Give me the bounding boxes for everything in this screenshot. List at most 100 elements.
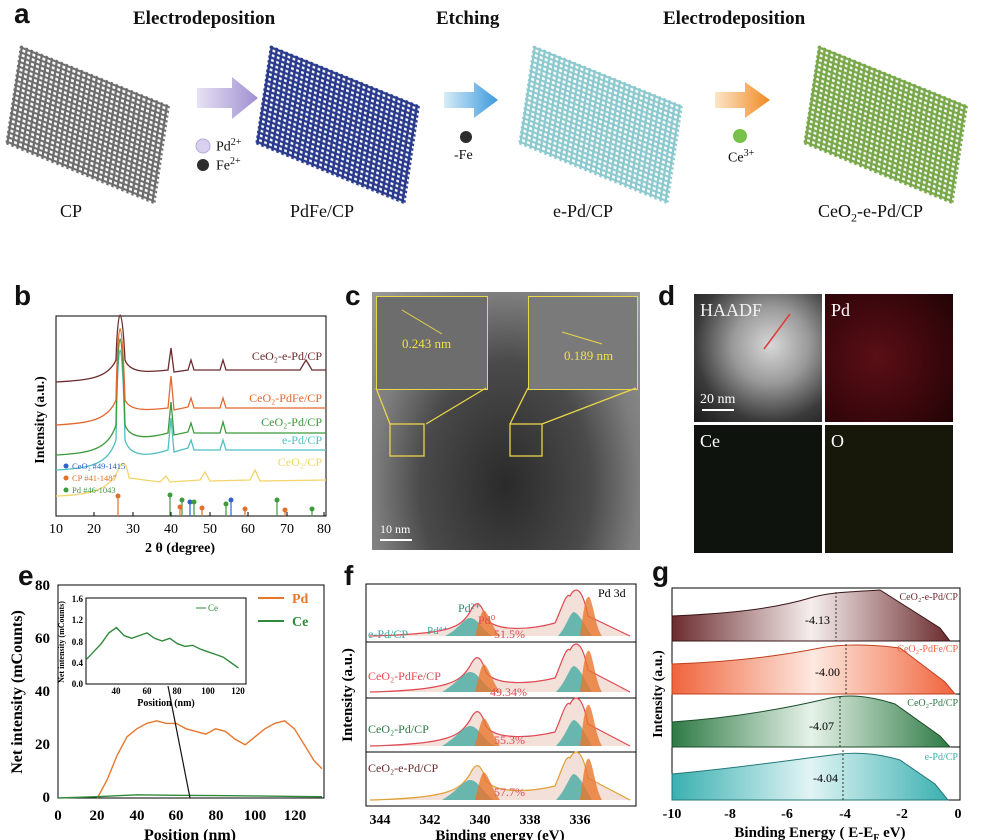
panel-a-graphics <box>5 45 968 205</box>
e-ytick: 0 <box>43 790 51 806</box>
caption-pdfe: PdFe/CP <box>290 201 355 221</box>
xrd-curve-epd <box>55 349 326 471</box>
e-ytick: 80 <box>35 578 50 594</box>
vb-ylabel: Intensity (a.u.) <box>651 650 666 738</box>
ceo2-mesh <box>803 45 968 205</box>
e-inset-legend: Ce <box>208 603 218 613</box>
fe-ion-dot <box>197 159 209 171</box>
xrd-xtick: 60 <box>241 522 255 537</box>
vb-value-4: -4.04 <box>813 771 838 785</box>
vb-label-1: CeO₂-e-Pd/CP <box>900 592 959 603</box>
xrd-chart: 10 20 30 40 50 60 70 80 2 θ (degree) Int… <box>33 314 331 556</box>
arrow-1 <box>197 77 258 119</box>
xps-row-label-3: CeO₂-Pd/CP <box>368 722 429 736</box>
xps-row-pct-2: 49.34% <box>490 685 527 699</box>
e-inset-xtick: 80 <box>173 686 183 696</box>
vb-row-2 <box>671 644 957 695</box>
xps-xtick: 338 <box>520 813 541 828</box>
e-inset-ylabel: Net intensity (mCounts) <box>57 601 66 683</box>
e-inset-xtick: 40 <box>112 686 122 696</box>
xps-row-label-4: CeO₂-e-Pd/CP <box>368 761 439 775</box>
panel-g-letter: g <box>652 556 670 587</box>
cp-mesh <box>5 45 170 205</box>
xrd-xtick: 40 <box>164 522 178 537</box>
e-inset-ytick: 0.4 <box>72 658 84 668</box>
pd-ion-dot <box>195 138 211 154</box>
xps-ylabel: Intensity (a.u.) <box>340 648 356 742</box>
e-inset-xtick: 120 <box>231 686 245 696</box>
e-inset-ytick: 0.8 <box>72 637 84 647</box>
e-ytick: 40 <box>35 684 50 700</box>
xps-row-pct-4: 57.7% <box>494 785 525 799</box>
e-legend-pd: Pd <box>292 592 309 607</box>
panel-c-letter: c <box>345 280 361 311</box>
xrd-curve-ceo2-cp <box>55 462 327 497</box>
xrd-xtick: 80 <box>317 522 331 537</box>
vb-value-2: -4.00 <box>815 665 840 679</box>
tem-scale-label: 10 nm <box>380 522 411 536</box>
eds-haadf: HAADF 20 nm <box>694 294 822 422</box>
xps-xlabel: Binding energy (eV) <box>435 828 564 840</box>
xrd-curve-ceo2-epd <box>55 314 326 383</box>
series-line-ce <box>85 626 239 669</box>
xps-pd2-label: Pd²⁺ <box>458 601 481 615</box>
ref-ceo2: CeO₂ #49-1415 <box>72 461 125 471</box>
panel-e-letter: e <box>18 560 34 591</box>
e-inset-ytick: 0.0 <box>72 679 84 689</box>
xrd-curve-ceo2-pdfe <box>55 328 326 426</box>
caption-ceo2: CeO2-e-Pd/CP <box>818 201 924 225</box>
e-xtick: 100 <box>244 808 267 824</box>
xrd-xtick: 20 <box>87 522 101 537</box>
panel-b-letter: b <box>14 280 32 311</box>
pdfe-mesh <box>255 45 420 205</box>
xrd-xtick: 70 <box>280 522 294 537</box>
e-ylabel: Net intensity (mCounts) <box>9 610 26 774</box>
xps-pd4-label: Pd⁴⁺ <box>427 625 448 637</box>
epd-mesh <box>518 45 683 205</box>
e-xtick: 80 <box>209 808 224 824</box>
xrd-xlabel: 2 θ (degree) <box>145 541 215 556</box>
e-xtick: 40 <box>130 808 145 824</box>
xrd-label-ceo2-pdfe: CeO₂-PdFe/CP <box>249 391 322 405</box>
vb-xtick: -6 <box>781 807 793 822</box>
eds-label-haadf: HAADF <box>700 300 763 320</box>
e-ytick: 20 <box>35 737 50 753</box>
eds-scale-label: 20 nm <box>700 392 736 407</box>
arrow-2 <box>444 82 498 118</box>
xps-title: Pd 3d <box>598 586 626 600</box>
eds-ce-map: Ce <box>694 425 822 553</box>
xrd-xtick: 30 <box>126 522 140 537</box>
eds-label-pd: Pd <box>831 300 851 320</box>
vb-value-3: -4.07 <box>809 719 834 733</box>
fe-removed-dot <box>460 131 472 143</box>
pd-ion-label: Pd2+ <box>216 137 242 155</box>
vb-value-1: -4.13 <box>805 613 830 627</box>
xps-xtick: 344 <box>370 813 391 828</box>
arrow-3 <box>715 82 770 118</box>
xrd-xtick: 50 <box>203 522 217 537</box>
e-xtick: 60 <box>169 808 184 824</box>
e-inset-xtick: 60 <box>143 686 153 696</box>
e-xtick: 20 <box>90 808 105 824</box>
eds-pd-map: Pd <box>825 294 953 422</box>
xps-xtick: 340 <box>470 813 491 828</box>
series-line-ce <box>57 794 323 799</box>
linescan-chart: 0 20 40 60 80 0 20 40 60 80 100 120 Posi… <box>9 578 325 840</box>
eds-o-map: O <box>825 425 953 553</box>
fe-ion-label: Fe2+ <box>216 156 241 174</box>
vb-xlabel: Binding Energy ( E-EF eV) <box>734 825 905 840</box>
e-xlabel: Position (nm) <box>144 827 236 840</box>
vb-row-3 <box>671 695 952 748</box>
series-line-pd <box>96 720 323 799</box>
xps-xtick: 342 <box>420 813 441 828</box>
step1-label: Electrodeposition <box>133 8 276 29</box>
tem-d-spacing-1: 0.243 nm <box>402 336 452 351</box>
e-inset-ytick: 1.6 <box>72 594 84 604</box>
xrd-xtick: 10 <box>49 522 63 537</box>
vb-row-1 <box>671 589 952 642</box>
e-xtick: 120 <box>284 808 307 824</box>
xps-row-label-2: CeO₂-PdFe/CP <box>368 669 441 683</box>
e-inset-xtick: 100 <box>201 686 215 696</box>
tem-image: 0.243 nm 0.189 nm 10 nm <box>372 292 640 550</box>
xps-row-4 <box>369 751 631 801</box>
